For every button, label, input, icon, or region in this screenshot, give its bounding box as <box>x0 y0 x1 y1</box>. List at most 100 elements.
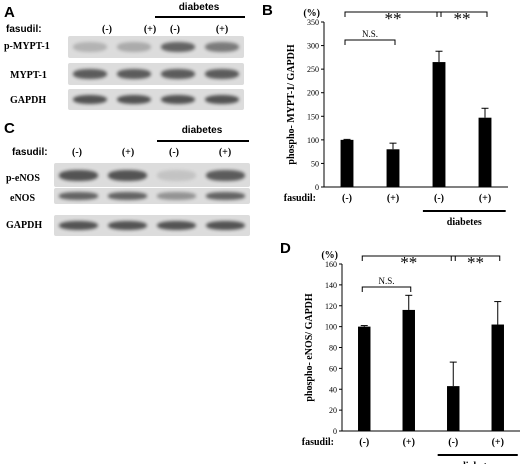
x-prefix-label: fasudil: <box>302 437 334 448</box>
panel-b-letter: B <box>262 2 273 19</box>
y-tick-label: 0 <box>333 427 337 436</box>
sig-diabetes-fasudil-bracket <box>436 11 488 17</box>
blot-band <box>157 192 196 200</box>
y-axis-label: phospho- MYPT-1/ GAPDH <box>286 44 297 164</box>
y-tick-label: 20 <box>329 406 337 415</box>
blot-band <box>157 169 196 181</box>
x-tick-label: (+) <box>479 193 491 204</box>
blot-band <box>204 69 240 80</box>
blot-band <box>160 94 196 105</box>
x-tick-label: (-) <box>434 193 444 204</box>
panel-a-row-label-mypt1: MYPT-1 <box>10 70 47 81</box>
x-tick-label: (+) <box>403 437 415 448</box>
panel-a-fasudil-label: fasudil: <box>6 24 42 35</box>
y-unit-label: (%) <box>303 8 320 19</box>
panel-c-treatment-4: (+) <box>218 147 232 158</box>
blot-strip <box>54 188 250 204</box>
ns-ctrl-fasudil-label: N.S. <box>378 276 394 286</box>
blot-band <box>160 42 196 53</box>
sig-diabetes-fasudil-label: ** <box>467 253 484 272</box>
diabetes-label: diabetes <box>460 461 495 464</box>
blot-band <box>59 220 98 231</box>
panel-a-treatment-4: (+) <box>215 24 229 35</box>
sig-ctrl-diabetes-label: ** <box>385 9 402 28</box>
blot-band <box>116 94 152 105</box>
ns-ctrl-fasudil-label: N.S. <box>362 29 378 39</box>
blot-strip <box>68 36 244 58</box>
blot-strip <box>68 63 244 85</box>
y-tick-label: 300 <box>307 42 319 51</box>
panel-c-row-label-eNOS: eNOS <box>10 193 35 204</box>
blot-band <box>206 192 245 200</box>
y-tick-label: 50 <box>311 159 319 168</box>
panel-a-row-label-gapdh: GAPDH <box>10 95 47 106</box>
blot-band <box>204 94 240 105</box>
blot-band <box>160 69 196 80</box>
blot-band <box>116 42 152 53</box>
blot-band <box>204 42 240 53</box>
x-tick-label: (+) <box>492 437 504 448</box>
x-tick-label: (-) <box>448 437 458 448</box>
panel-c-row-label-gapdh: GAPDH <box>6 220 43 231</box>
panel-d-letter: D <box>280 240 291 257</box>
sig-ctrl-diabetes-label: ** <box>400 253 417 272</box>
sig-diabetes-fasudil-bracket <box>450 255 501 261</box>
x-tick-label: (+) <box>387 193 399 204</box>
y-tick-label: 40 <box>329 385 337 394</box>
bar <box>386 149 400 187</box>
blot-band <box>72 69 108 80</box>
y-tick-label: 0 <box>315 183 319 192</box>
chart-b: (%) 0 50 100 150 200 250 300 350 phospho- MYPT-1/… <box>284 8 508 228</box>
sig-diabetes-fasudil-label: ** <box>454 9 471 28</box>
y-tick-label: 160 <box>325 260 337 269</box>
blot-band <box>108 169 147 181</box>
blot-strip <box>68 89 244 110</box>
y-axis-label: phospho- eNOS/ GAPDH <box>304 293 315 402</box>
y-tick-label: 350 <box>307 18 319 27</box>
x-tick-label: (-) <box>359 437 369 448</box>
panel-a-treatment-1: (-) <box>102 24 112 35</box>
ns-ctrl-fasudil-bracket <box>361 286 412 292</box>
blot-band <box>206 169 245 181</box>
y-tick-label: 60 <box>329 364 337 373</box>
panel-c-diabetes-bar <box>157 140 249 142</box>
panel-c-treatment-2: (+) <box>121 147 135 158</box>
sig-ctrl-diabetes-bracket <box>344 11 442 17</box>
panel-a-diabetes-label: diabetes <box>178 2 220 13</box>
ns-ctrl-fasudil-bracket <box>344 39 396 45</box>
blot-band <box>108 192 147 200</box>
y-unit-label: (%) <box>321 250 338 261</box>
y-tick-label: 200 <box>307 89 319 98</box>
bar <box>432 62 446 188</box>
panel-a-letter: A <box>4 4 15 21</box>
blot-band <box>157 220 196 231</box>
blot-band <box>116 69 152 80</box>
blot-strip <box>54 215 250 236</box>
bar <box>358 326 371 431</box>
y-tick-label: 150 <box>307 112 319 121</box>
y-tick-label: 140 <box>325 281 337 290</box>
x-tick-label: (-) <box>342 193 352 204</box>
diabetes-label: diabetes <box>447 217 482 228</box>
bar <box>340 139 354 187</box>
sig-ctrl-diabetes-bracket <box>361 255 456 261</box>
panel-c-fasudil-label: fasudil: <box>12 147 48 158</box>
bar <box>491 324 504 431</box>
panel-a-row-label-pmypt1: p-MYPT-1 <box>4 41 50 52</box>
panel-a-treatment-2: (+) <box>143 24 157 35</box>
blot-band <box>59 169 98 181</box>
y-tick-label: 100 <box>325 323 337 332</box>
y-tick-label: 120 <box>325 302 337 311</box>
y-tick-label: 80 <box>329 344 337 353</box>
panel-a-treatment-3: (-) <box>170 24 180 35</box>
blot-strip <box>54 163 250 187</box>
blot-band <box>72 42 108 53</box>
bar <box>478 117 492 187</box>
panel-c-treatment-1: (-) <box>72 147 82 158</box>
panel-a-diabetes-bar <box>155 16 245 18</box>
blot-band <box>108 220 147 231</box>
panel-c-treatment-3: (-) <box>169 147 179 158</box>
chart-d: (%) 0 20 40 60 80 100 120 140 160 phospho- eNOS/ G… <box>302 250 520 464</box>
blot-band <box>206 220 245 231</box>
blot-band <box>59 192 98 200</box>
